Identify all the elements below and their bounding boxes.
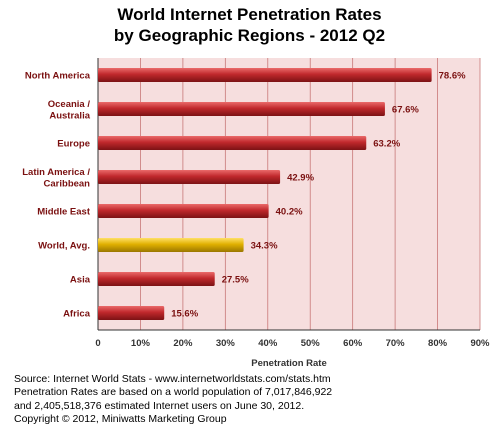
value-label: 34.3% (251, 241, 278, 252)
category-label-line: Africa (63, 309, 91, 320)
chart-subtitle: by Geographic Regions - 2012 Q2 (113, 26, 386, 45)
source-line-4: Copyright © 2012, Miniwatts Marketing Gr… (14, 413, 227, 426)
bar-chart: 0 10% 20% 30% 40% 50% 60% 70% 80% 90% 78.6% North A… (22, 58, 490, 369)
bar (98, 68, 432, 82)
bar (98, 136, 367, 150)
value-label: 40.2% (276, 207, 303, 218)
source-note: Source: Internet World Stats - www.inter… (14, 373, 332, 427)
value-label: 27.5% (222, 275, 249, 286)
x-tick-label: 70% (386, 338, 406, 349)
bar (98, 170, 281, 184)
x-tick-label: 0 (95, 338, 100, 349)
category-label-line: Oceania / (48, 99, 91, 110)
x-tick-label: 40% (258, 338, 278, 349)
bar (98, 204, 269, 218)
x-tick-label: 30% (216, 338, 236, 349)
category-label: Europe (57, 139, 90, 150)
category-label: Latin America / Caribbean (22, 167, 90, 190)
x-tick-label: 90% (470, 338, 490, 349)
chart-title: World Internet Penetration Rates (117, 5, 382, 24)
value-label: 78.6% (439, 71, 466, 82)
category-label: North America (25, 71, 91, 82)
category-label-line: World, Avg. (38, 241, 90, 252)
x-axis-title: Penetration Rate (251, 358, 327, 369)
category-label-line: Caribbean (44, 178, 91, 189)
x-tick-label: 80% (428, 338, 448, 349)
category-label-line: Latin America / (22, 167, 90, 178)
value-label: 15.6% (171, 309, 198, 320)
value-label: 42.9% (287, 173, 314, 184)
category-label: Oceania / Australia (48, 99, 91, 122)
source-line-2: Penetration Rates are based on a world p… (14, 386, 333, 399)
category-label: Middle East (37, 207, 91, 218)
source-line-1: Source: Internet World Stats - www.inter… (14, 373, 331, 385)
bar (98, 272, 215, 286)
x-tick-label: 20% (173, 338, 193, 349)
category-label: World, Avg. (38, 241, 90, 252)
x-tick-label: 60% (343, 338, 363, 349)
x-tick-label: 10% (131, 338, 151, 349)
bar (98, 306, 165, 320)
x-tick-label: 50% (301, 338, 321, 349)
bar-highlight (98, 238, 244, 252)
category-label-line: Middle East (37, 207, 91, 218)
value-label: 67.6% (392, 105, 419, 116)
category-label-line: Australia (49, 110, 90, 121)
category-label: Africa (63, 309, 91, 320)
value-label: 63.2% (373, 139, 400, 150)
source-line-3: and 2,405,518,376 estimated Internet use… (14, 399, 305, 412)
plot-area (98, 58, 480, 330)
category-label-line: North America (25, 71, 91, 82)
category-label: Asia (70, 275, 91, 286)
bar (98, 102, 385, 116)
category-label-line: Asia (70, 275, 91, 286)
category-label-line: Europe (57, 139, 90, 150)
